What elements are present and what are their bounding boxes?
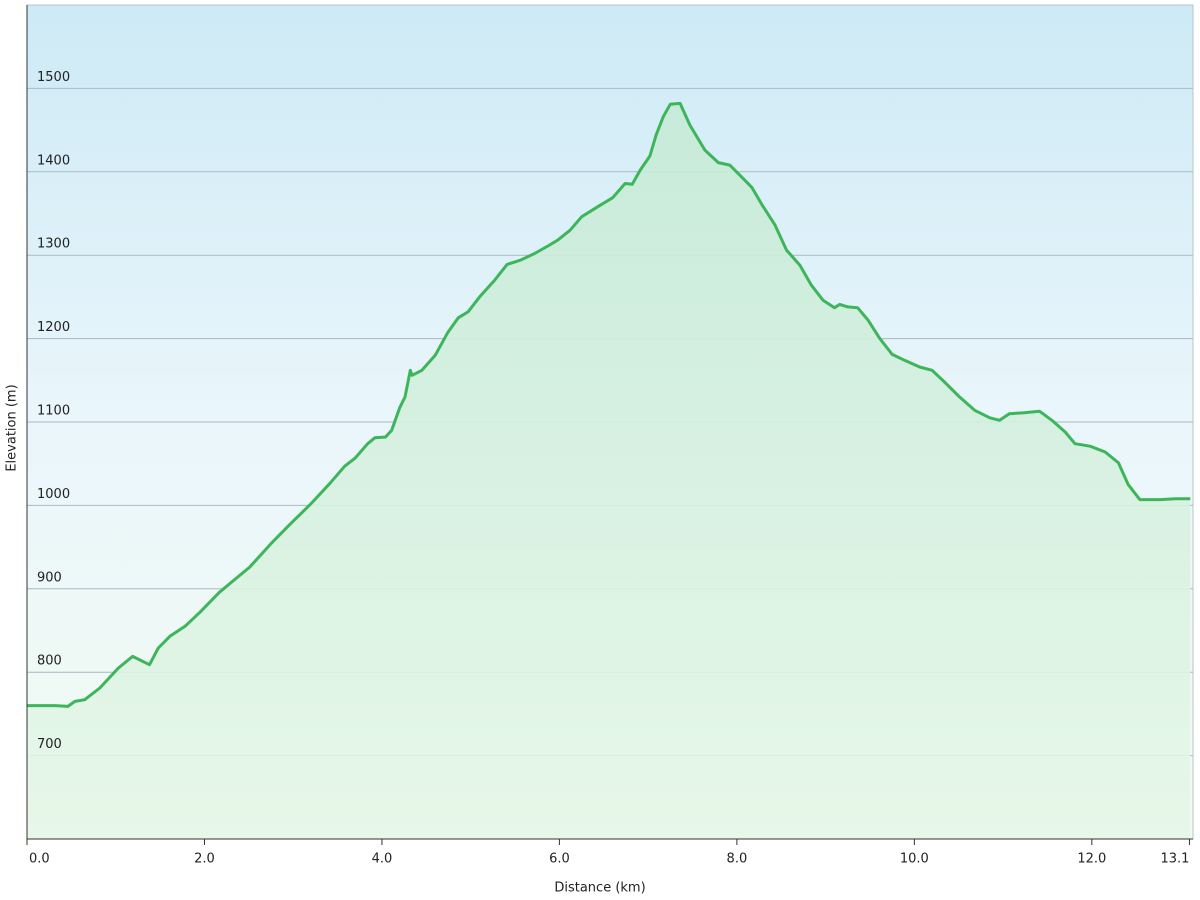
x-tick-label: 10.0: [900, 852, 929, 867]
x-tick-label: 12.0: [1077, 852, 1106, 867]
y-tick-label: 1300: [37, 237, 70, 252]
x-tick-label: 8.0: [727, 852, 748, 867]
x-tick-label: 6.0: [549, 852, 570, 867]
x-tick-label: 4.0: [372, 852, 393, 867]
y-tick-label: 900: [37, 570, 62, 585]
labels: 700 800 900 1000 1100 1200 1300 1400 1500 0.0 2.0 4…: [26, 70, 1190, 867]
y-tick-label: 1500: [37, 70, 70, 85]
y-axis-label: Elevation (m): [5, 384, 20, 471]
y-tick-label: 1000: [37, 487, 70, 502]
elevation-line: [27, 101, 1191, 708]
y-tick-label: 700: [37, 737, 62, 752]
x-axis-label: Distance (km): [554, 881, 645, 896]
x-tick-label: 0.0: [29, 852, 50, 867]
x-tick-label: 13.1: [1160, 852, 1189, 867]
area-fill: [27, 103, 1191, 839]
x-tick-label: 2.0: [194, 852, 215, 867]
marks: [27, 101, 1191, 839]
y-tick-label: 1200: [37, 320, 70, 335]
y-tick-label: 800: [37, 654, 62, 669]
y-tick-label: 1100: [37, 404, 70, 419]
y-tick-label: 1400: [37, 153, 70, 168]
